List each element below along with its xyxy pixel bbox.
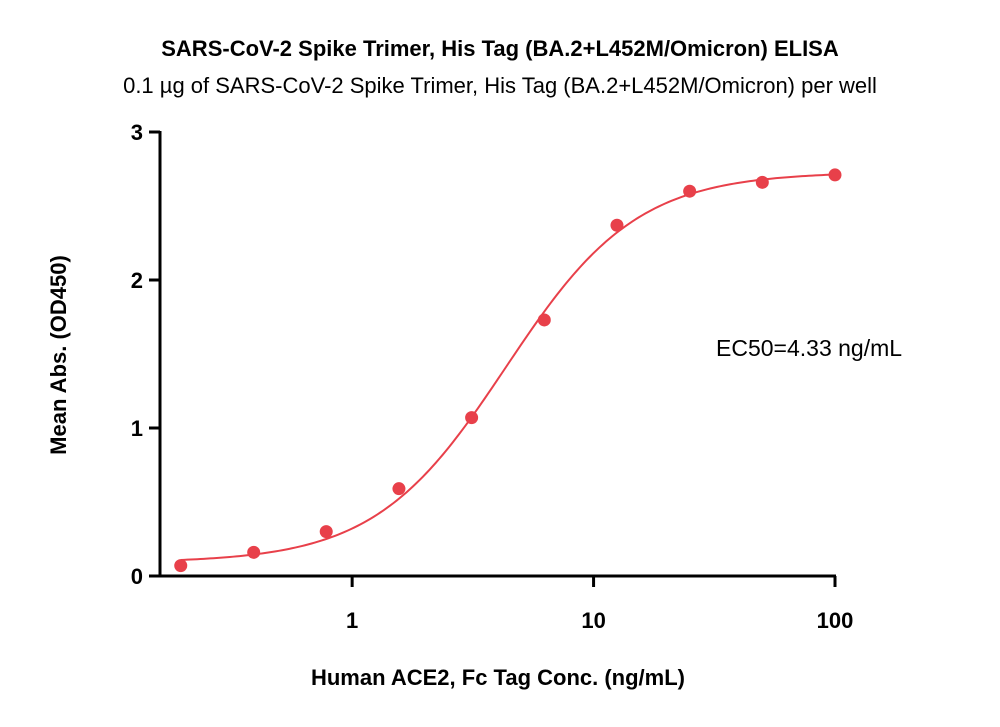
data-point xyxy=(537,313,551,327)
ec50-annotation: EC50=4.33 ng/mL xyxy=(716,335,902,361)
data-point xyxy=(755,175,769,189)
y-tick-label: 0 xyxy=(131,564,143,589)
plot-area: 0 1 2 3 1 10 100 xyxy=(131,120,854,633)
x-tick-label: 1 xyxy=(346,608,358,633)
data-point xyxy=(683,184,697,198)
y-tick-label: 3 xyxy=(131,120,143,145)
data-point xyxy=(247,545,261,559)
y-tick-label: 1 xyxy=(131,416,143,441)
data-point xyxy=(174,559,188,573)
x-tick-label: 10 xyxy=(581,608,605,633)
chart-subtitle: 0.1 µg of SARS-CoV-2 Spike Trimer, His T… xyxy=(123,73,877,98)
y-axis-title: Mean Abs. (OD450) xyxy=(46,255,71,455)
data-point xyxy=(610,218,624,232)
y-tick-label: 2 xyxy=(131,268,143,293)
x-tick-label: 100 xyxy=(817,608,854,633)
chart-title: SARS-CoV-2 Spike Trimer, His Tag (BA.2+L… xyxy=(161,36,839,61)
fit-curve xyxy=(180,173,836,561)
x-axis-title: Human ACE2, Fc Tag Conc. (ng/mL) xyxy=(311,665,685,690)
data-point xyxy=(828,168,842,182)
data-point xyxy=(319,525,333,539)
data-point xyxy=(392,482,406,496)
data-point xyxy=(465,411,479,425)
